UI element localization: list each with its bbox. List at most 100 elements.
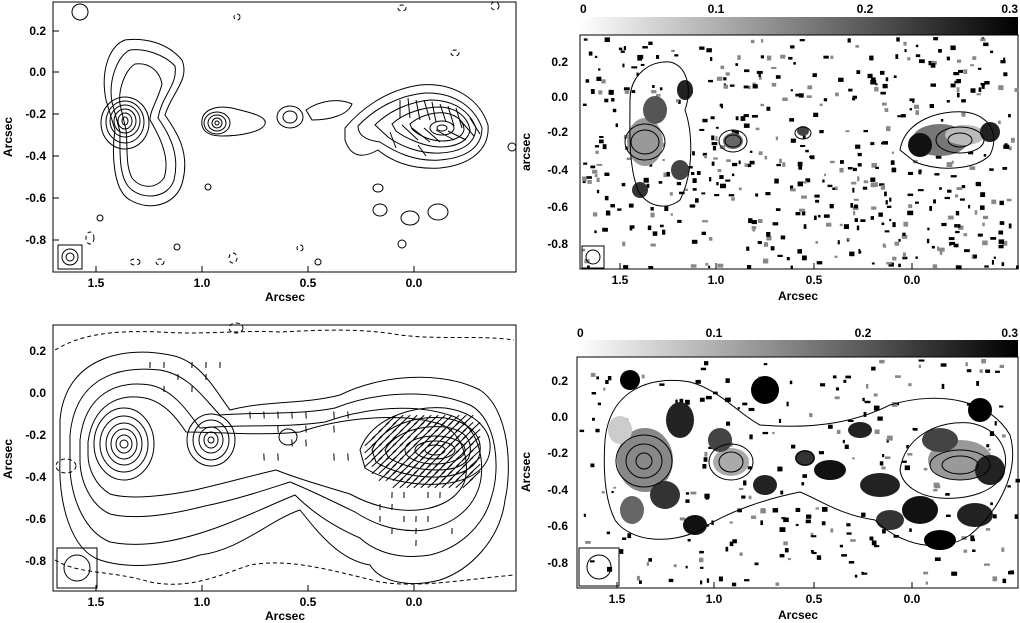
polarization-pixel	[946, 100, 950, 103]
polarization-pixel	[857, 176, 860, 182]
polarization-pixel	[797, 161, 803, 167]
polarization-pixel	[989, 168, 994, 171]
polarization-region	[922, 428, 958, 452]
polarization-pixel	[806, 95, 812, 98]
polarization-pixel	[999, 200, 1004, 206]
polarization-pixel	[765, 192, 771, 196]
polarization-pixel	[674, 54, 679, 57]
panel-top-left-contour-map: 0.2 0.0 -0.2 -0.4 -0.6 -0.8 1.5 1.0 0.5 …	[0, 0, 520, 305]
polarization-pixel	[998, 230, 1004, 235]
colorbar	[580, 17, 1018, 35]
polarization-pixel	[679, 517, 686, 521]
polarization-pixel	[601, 79, 606, 84]
polarization-region	[620, 370, 640, 390]
polarization-pixel	[801, 482, 805, 486]
polarization-pixel	[717, 263, 724, 268]
polarization-pixel	[882, 102, 887, 106]
polarization-pixel	[984, 81, 990, 85]
x-axis-title: Arcsec	[265, 290, 305, 304]
polarization-pixel	[751, 220, 757, 225]
polarization-pixel	[925, 581, 928, 585]
polarization-pixel	[963, 549, 968, 553]
polarization-pixel	[723, 84, 728, 89]
polarization-pixel	[603, 387, 606, 391]
x-axis-title: Arcsec	[778, 289, 818, 303]
polarization-pixel	[716, 76, 723, 81]
polarization-pixel	[892, 256, 897, 261]
polarization-pixel	[691, 239, 698, 244]
polarization-region	[683, 515, 707, 535]
polarization-pixel	[662, 158, 665, 161]
polarization-pixel	[909, 98, 915, 102]
polarization-pixel	[676, 99, 680, 103]
polarization-pixel	[586, 176, 592, 179]
polarization-region	[924, 530, 956, 550]
polarization-pixel	[998, 244, 1004, 249]
polarization-pixel	[748, 407, 755, 412]
polarization-pixel	[846, 523, 851, 527]
y-tick-label: -0.6	[25, 191, 46, 205]
polarization-pixel	[692, 188, 697, 191]
polarization-pixel	[939, 187, 942, 190]
polarization-pixel	[946, 514, 951, 517]
polarization-pixel	[702, 220, 708, 223]
polarization-pixel	[675, 399, 678, 404]
polarization-pixel	[790, 185, 794, 191]
polarization-region	[980, 122, 1000, 142]
polarization-pixel	[946, 56, 950, 61]
polarization-pixel	[755, 127, 760, 131]
beam-indicator	[57, 244, 83, 270]
y-tick-label: 0.0	[29, 65, 46, 79]
polarization-pixel	[583, 38, 588, 41]
polarization-pixel	[998, 239, 1005, 244]
polarization-pixel	[801, 211, 806, 216]
overlay-contours	[624, 61, 995, 207]
polarization-pixel	[704, 361, 709, 366]
polarization-pixel	[719, 103, 722, 107]
polarization-pixel	[978, 87, 982, 92]
polarization-pixel	[907, 453, 913, 456]
polarization-pixel	[760, 55, 764, 59]
polarization-pixel	[814, 194, 820, 198]
polarization-pixel	[748, 495, 752, 500]
polarization-pixel	[750, 39, 755, 44]
polarization-pixel	[606, 531, 611, 535]
polarization-pixel	[852, 167, 857, 172]
colorbar-tick-label: 0.3	[1001, 2, 1018, 16]
polarization-pixel	[612, 108, 617, 113]
polarization-pixel	[594, 230, 597, 234]
polarization-pixel	[590, 372, 596, 377]
x-tick-label: 1.5	[609, 592, 626, 606]
polarization-pixel	[998, 85, 1004, 91]
polarization-pixel	[880, 70, 885, 75]
polarization-pixel	[729, 84, 735, 87]
polarization-pixel	[595, 150, 599, 154]
polarization-pixel	[881, 142, 884, 145]
polarization-pixel	[848, 88, 853, 92]
polarization-pixel	[862, 186, 868, 190]
polarization-pixel	[771, 82, 777, 87]
polarization-pixel	[786, 401, 789, 407]
polarization-pixel	[648, 41, 653, 45]
polarization-pixel	[896, 37, 900, 42]
polarization-pixel	[931, 61, 937, 65]
polarization-pixel	[853, 210, 856, 216]
polarization-pixel	[891, 402, 897, 407]
polarization-pixel	[874, 545, 880, 548]
polarization-pixel	[1015, 478, 1020, 483]
polarization-pixel	[882, 454, 885, 458]
polarization-pixel	[830, 55, 834, 59]
polarization-pixel	[725, 378, 730, 383]
polarization-pixel	[799, 39, 805, 42]
polarization-pixel	[712, 146, 717, 151]
polarization-pixel	[714, 194, 720, 197]
polarization-pixel	[864, 400, 871, 404]
polarization-pixel	[684, 188, 688, 191]
polarization-pixel	[850, 203, 853, 208]
x-axis-title: Arcsec	[265, 609, 305, 623]
polarization-pixel	[797, 249, 802, 254]
polarization-pixel	[848, 561, 855, 564]
polarization-pixel	[741, 495, 746, 499]
polarization-pixel	[974, 210, 978, 215]
polarization-region	[876, 510, 904, 530]
